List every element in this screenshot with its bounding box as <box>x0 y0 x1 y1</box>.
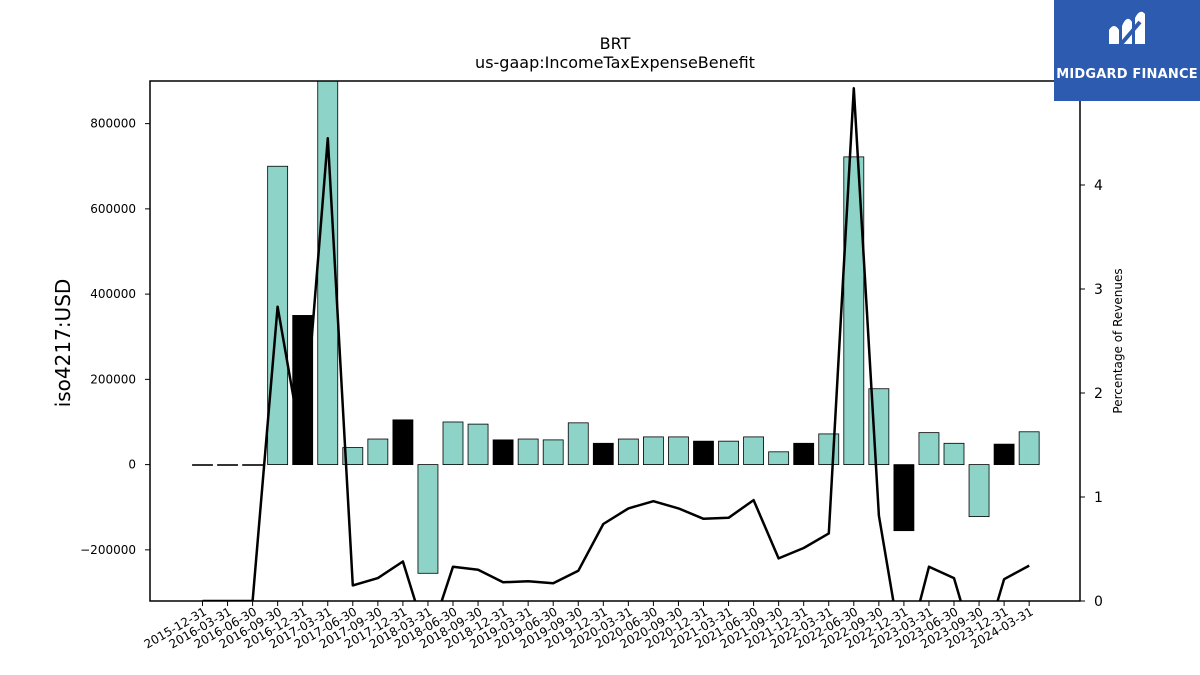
y2-tick-label: 4 <box>1094 178 1103 194</box>
y-axis-label: iso4217:USD <box>51 279 75 408</box>
bar <box>192 464 213 466</box>
bar <box>442 421 464 466</box>
bar <box>668 436 689 466</box>
y-tick-label: −200000 <box>80 543 136 557</box>
series-line <box>202 87 1030 601</box>
bar <box>392 419 414 466</box>
bar <box>492 439 514 466</box>
bar <box>467 423 489 466</box>
bar <box>567 422 589 466</box>
chart-title: BRT <box>600 34 631 53</box>
bar <box>242 464 264 466</box>
bar <box>217 464 238 466</box>
bar <box>1018 431 1040 466</box>
y2-tick-label: 1 <box>1094 490 1103 506</box>
bar <box>643 436 664 466</box>
bar <box>342 447 364 466</box>
chart-subtitle: us-gaap:IncomeTaxExpenseBenefit <box>475 53 755 72</box>
bar <box>617 438 639 466</box>
y-tick-label: 200000 <box>90 372 136 386</box>
bar <box>893 464 915 532</box>
bar <box>843 156 865 466</box>
y2-tick-label: 0 <box>1094 594 1103 610</box>
bar <box>592 442 614 466</box>
bar <box>743 436 764 466</box>
y-tick-label: 800000 <box>90 117 136 131</box>
bar <box>517 438 539 466</box>
bar <box>542 439 564 466</box>
bar <box>417 464 439 574</box>
plot-frame <box>149 80 1081 602</box>
bar <box>818 433 840 466</box>
bar <box>943 442 965 466</box>
y2-axis-label: Percentage of Revenues <box>1111 268 1125 413</box>
y2-tick-label: 3 <box>1094 282 1103 298</box>
bar <box>718 440 739 466</box>
logo-text: MIDGARD FINANCE <box>1056 67 1198 82</box>
y-tick-label: 0 <box>128 458 136 472</box>
bar <box>993 443 1015 466</box>
bar <box>693 440 714 466</box>
y-tick-label: 400000 <box>90 287 136 301</box>
bar <box>367 438 389 466</box>
logo-mark-icon <box>1109 11 1145 52</box>
bar <box>918 432 940 466</box>
y2-tick-label: 2 <box>1094 386 1103 402</box>
brand-logo: MIDGARD FINANCE <box>1054 0 1200 101</box>
bar <box>793 442 815 466</box>
y-tick-label: 600000 <box>90 202 136 216</box>
bar <box>968 464 990 518</box>
bar <box>768 451 790 466</box>
plot-area: −200000020000040000060000080000001234520… <box>80 74 1103 651</box>
